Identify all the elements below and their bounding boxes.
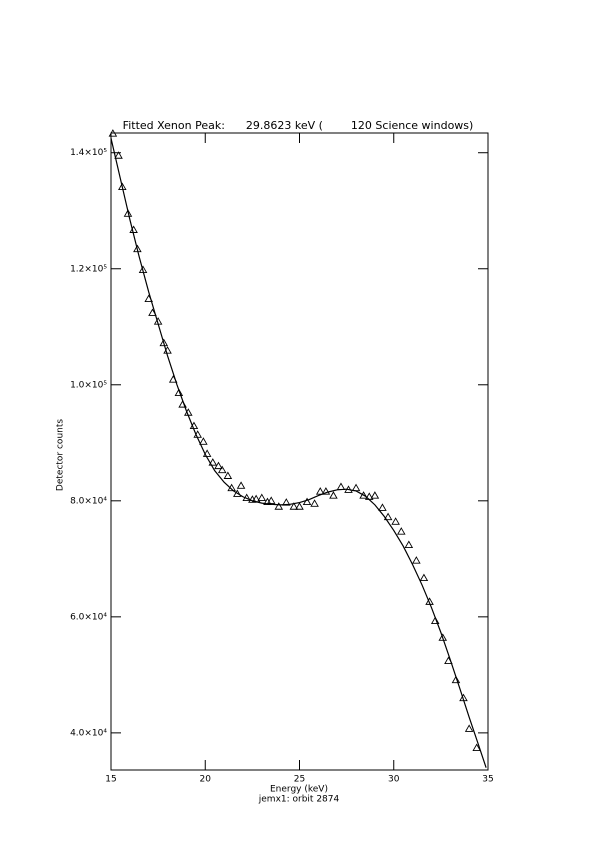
data-point	[257, 493, 267, 501]
x-tick-label: 15	[105, 775, 116, 785]
y-tick-label: 4.0×10⁴	[70, 728, 107, 738]
data-point	[199, 437, 208, 445]
data-point	[370, 491, 380, 499]
data-point	[359, 491, 368, 499]
data-point	[464, 724, 474, 732]
data-point	[282, 498, 291, 506]
data-point	[223, 471, 233, 479]
data-point	[233, 489, 242, 497]
data-point	[208, 458, 218, 466]
data-point	[412, 556, 421, 564]
subtitle: jemx1: orbit 2874	[258, 795, 340, 805]
data-point	[321, 487, 331, 495]
data-point	[274, 502, 284, 510]
data-point	[397, 527, 406, 535]
data-point	[404, 540, 414, 548]
chart-title: Fitted Xenon Peak: 29.8623 keV ( 120 Sci…	[123, 119, 474, 132]
y-tick-label: 6.0×10⁴	[70, 612, 107, 622]
data-point	[451, 675, 461, 684]
data-point	[430, 616, 440, 624]
data-point	[419, 573, 429, 582]
x-tick-label: 25	[294, 775, 305, 785]
y-tick-label: 1.2×10⁵	[70, 264, 107, 274]
x-tick-label: 20	[200, 775, 212, 785]
data-point	[391, 517, 400, 525]
data-point	[289, 502, 299, 510]
data-point	[315, 487, 325, 495]
y-axis-label: Detector counts	[56, 419, 66, 491]
data-point	[378, 503, 387, 511]
y-tick-label: 1.4×10⁵	[70, 148, 107, 158]
data-point	[159, 338, 169, 347]
data-point	[114, 151, 123, 159]
data-point	[266, 496, 276, 504]
data-point	[217, 465, 227, 474]
data-point	[295, 502, 304, 510]
x-axis-label: Energy (keV)	[270, 785, 328, 795]
data-point	[438, 633, 448, 641]
data-point	[302, 497, 312, 506]
y-tick-label: 1.0×10⁵	[70, 380, 107, 390]
x-tick-label: 30	[388, 775, 400, 785]
data-point	[310, 499, 319, 507]
data-point	[472, 743, 481, 752]
y-tick-label: 8.0×10⁴	[70, 496, 107, 506]
data-point	[123, 209, 133, 217]
data-point	[236, 481, 246, 489]
x-tick-label: 35	[482, 775, 493, 785]
data-point	[174, 388, 184, 396]
data-point	[108, 129, 118, 137]
data-point	[214, 461, 223, 470]
data-point	[329, 491, 338, 499]
data-point	[383, 512, 393, 521]
fit-line	[110, 138, 487, 768]
